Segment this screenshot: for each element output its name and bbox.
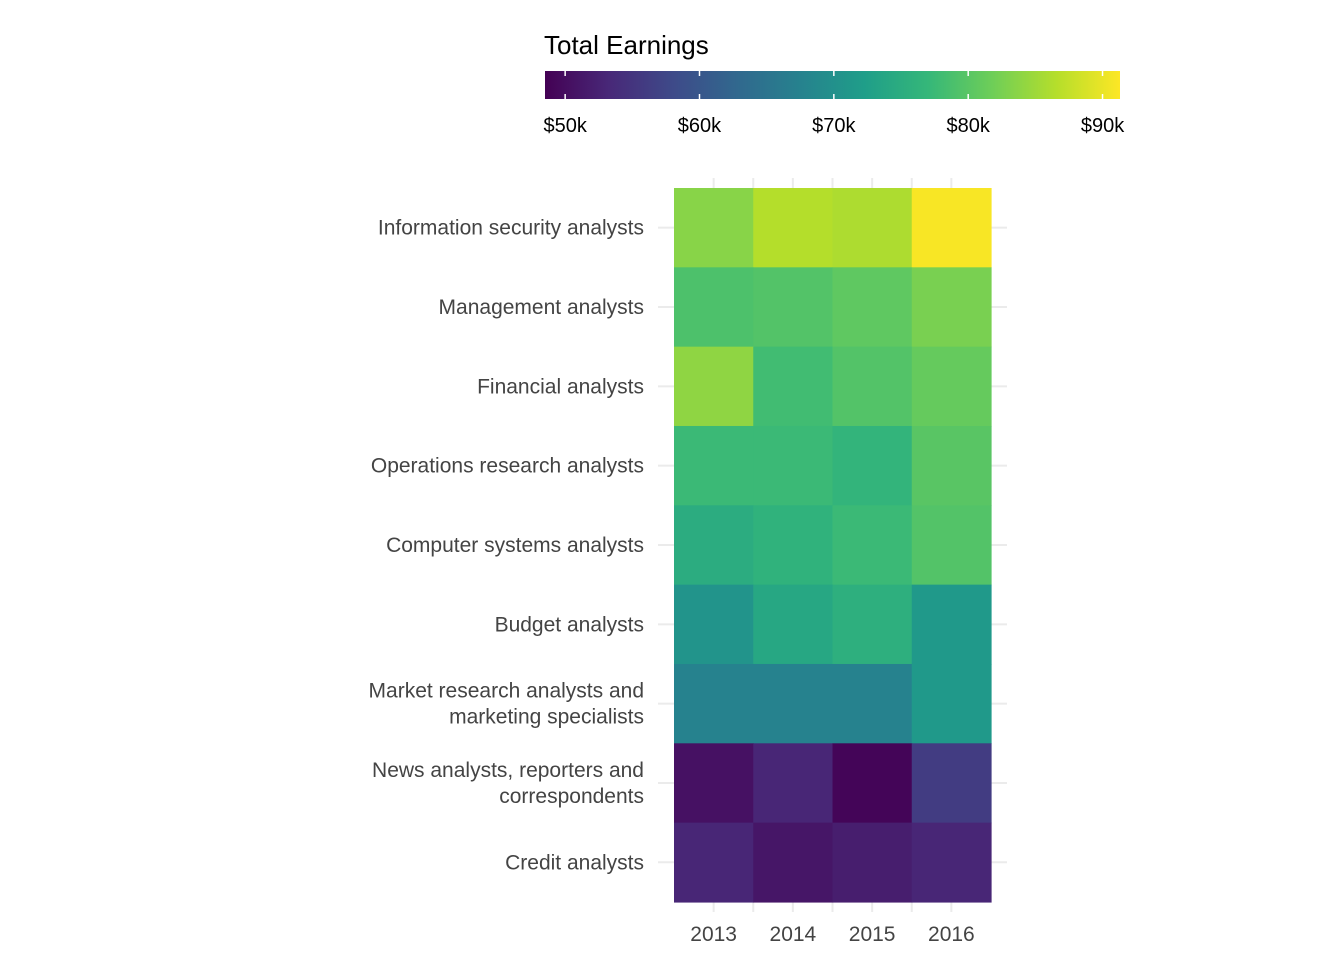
heatmap-cell [674, 188, 754, 268]
heatmap-cells [674, 188, 992, 903]
y-tick-label: Information security analysts [378, 217, 644, 240]
y-tick-label: Computer systems analysts [386, 534, 644, 557]
heatmap-cell [753, 425, 834, 506]
x-tick-label: 2015 [849, 923, 896, 946]
y-tick-label-line: News analysts, reporters and [372, 759, 644, 782]
heatmap-cell [832, 822, 913, 903]
x-tick-label: 2014 [770, 923, 817, 946]
heatmap-cell [832, 505, 913, 586]
heatmap-cell [753, 743, 834, 824]
heatmap-cell [753, 188, 834, 268]
heatmap-cell [832, 346, 913, 427]
x-tick-label: 2016 [928, 923, 975, 946]
y-axis: Information security analysts Management … [369, 217, 644, 875]
heatmap-cell [911, 663, 992, 744]
heatmap-cell [674, 346, 754, 427]
heatmap-cell [753, 822, 834, 903]
legend-title: Total Earnings [544, 30, 709, 60]
heatmap-cell [674, 822, 754, 903]
heatmap-cell [911, 346, 992, 427]
heatmap-cell [911, 743, 992, 824]
y-tick-label-line: Credit analysts [505, 851, 644, 874]
heatmap-cell [674, 505, 754, 586]
heatmap-cell [753, 663, 834, 744]
y-tick-label: Management analysts [439, 296, 644, 319]
heatmap-cell [753, 505, 834, 586]
heatmap-cell [674, 584, 754, 665]
heatmap-cell [753, 267, 834, 348]
y-tick-label-line: Market research analysts and [369, 680, 644, 703]
y-tick-label-line: Operations research analysts [371, 455, 644, 478]
heatmap-cell [832, 584, 913, 665]
y-tick-label-line: Budget analysts [495, 613, 644, 636]
heatmap-cell [832, 663, 913, 744]
heatmap-cell [753, 584, 834, 665]
legend-tick-label: $50k [543, 115, 587, 137]
y-tick-label-line: Management analysts [439, 296, 644, 319]
y-tick-label-line: marketing specialists [449, 706, 644, 729]
heatmap-cell [832, 425, 913, 506]
heatmap-cell [674, 743, 754, 824]
heatmap-cell [832, 267, 913, 348]
y-tick-label-line: Financial analysts [477, 375, 644, 398]
legend-tick-label: $70k [812, 115, 856, 137]
y-tick-label: Financial analysts [477, 375, 644, 398]
y-tick-label: Budget analysts [495, 613, 644, 636]
heatmap-cell [832, 743, 913, 824]
heatmap-cell [911, 584, 992, 665]
heatmap-cell [911, 425, 992, 506]
legend-tick-label: $60k [678, 115, 722, 137]
heatmap-cell [911, 267, 992, 348]
heatmap-cell [832, 188, 913, 268]
heatmap-cell [674, 267, 754, 348]
heatmap-cell [674, 663, 754, 744]
x-tick-label: 2013 [690, 923, 737, 946]
x-axis: 2013 2014 2015 2016 [690, 923, 974, 946]
heatmap-cell [911, 822, 992, 903]
color-legend: Total Earnings $50k $60k $70k $80k $90k [543, 30, 1125, 137]
heatmap-cell [911, 505, 992, 586]
legend-color-bar [545, 71, 1120, 99]
legend-tick-label: $90k [1081, 115, 1125, 137]
y-tick-label-line: Information security analysts [378, 217, 644, 240]
y-tick-label: Credit analysts [505, 851, 644, 874]
legend-tick-label: $80k [947, 115, 991, 137]
y-tick-label: Market research analysts and marketing sp… [369, 680, 644, 729]
y-tick-label-line: Computer systems analysts [386, 534, 644, 557]
y-tick-label: News analysts, reporters and corresponden… [372, 759, 644, 808]
heatmap-cell [753, 346, 834, 427]
y-tick-label-line: correspondents [499, 785, 644, 808]
heatmap-cell [911, 188, 992, 268]
y-tick-label: Operations research analysts [371, 455, 644, 478]
heatmap-cell [674, 425, 754, 506]
